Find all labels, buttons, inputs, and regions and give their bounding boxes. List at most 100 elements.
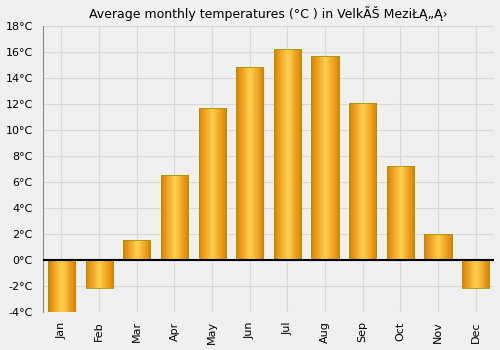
Bar [332,56,333,260]
Bar [400,166,401,260]
Bar [465,260,466,288]
Bar [258,68,260,260]
Bar [362,103,363,260]
Bar [224,108,225,260]
Bar [448,234,450,260]
Bar [294,49,296,260]
Bar [172,175,173,260]
Bar [219,108,220,260]
Bar [106,260,107,288]
Bar [478,260,479,288]
Bar [329,56,330,260]
Bar [174,175,175,260]
Bar [86,260,88,288]
Bar [395,166,396,260]
Bar [255,68,256,260]
Bar [238,68,239,260]
Bar [424,234,452,260]
Bar [100,260,102,288]
Bar [365,103,366,260]
Bar [214,108,216,260]
Bar [178,175,180,260]
Bar [251,68,252,260]
Bar [256,68,257,260]
Bar [102,260,104,288]
Bar [185,175,186,260]
Bar [428,234,429,260]
Bar [48,260,75,312]
Bar [248,68,250,260]
Bar [370,103,372,260]
Bar [137,240,138,260]
Bar [142,240,143,260]
Bar [350,103,351,260]
Bar [217,108,218,260]
Bar [138,240,139,260]
Bar [124,240,125,260]
Bar [94,260,95,288]
Bar [316,56,317,260]
Bar [401,166,402,260]
Bar [123,240,150,260]
Bar [396,166,397,260]
Bar [88,260,90,288]
Bar [146,240,148,260]
Bar [49,260,50,312]
Bar [352,103,353,260]
Bar [162,175,163,260]
Bar [298,49,299,260]
Bar [406,166,408,260]
Bar [59,260,60,312]
Bar [139,240,140,260]
Bar [109,260,110,288]
Bar [91,260,92,288]
Bar [388,166,390,260]
Bar [224,108,226,260]
Bar [470,260,472,288]
Bar [436,234,438,260]
Bar [404,166,406,260]
Bar [60,260,61,312]
Bar [317,56,318,260]
Bar [62,260,63,312]
Bar [426,234,428,260]
Bar [111,260,112,288]
Bar [218,108,219,260]
Bar [66,260,68,312]
Bar [427,234,428,260]
Bar [242,68,244,260]
Bar [180,175,182,260]
Bar [399,166,400,260]
Bar [63,260,64,312]
Bar [161,175,162,260]
Bar [484,260,486,288]
Bar [236,68,237,260]
Bar [366,103,367,260]
Bar [95,260,96,288]
Bar [360,103,362,260]
Bar [276,49,278,260]
Bar [351,103,352,260]
Bar [50,260,51,312]
Bar [212,108,214,260]
Bar [292,49,294,260]
Bar [287,49,288,260]
Bar [466,260,468,288]
Bar [319,56,320,260]
Bar [363,103,364,260]
Bar [223,108,224,260]
Bar [333,56,334,260]
Bar [321,56,322,260]
Bar [54,260,56,312]
Bar [209,108,210,260]
Bar [166,175,168,260]
Bar [318,56,319,260]
Bar [184,175,185,260]
Bar [182,175,184,260]
Bar [242,68,243,260]
Bar [328,56,330,260]
Bar [246,68,248,260]
Bar [110,260,111,288]
Bar [354,103,355,260]
Bar [128,240,129,260]
